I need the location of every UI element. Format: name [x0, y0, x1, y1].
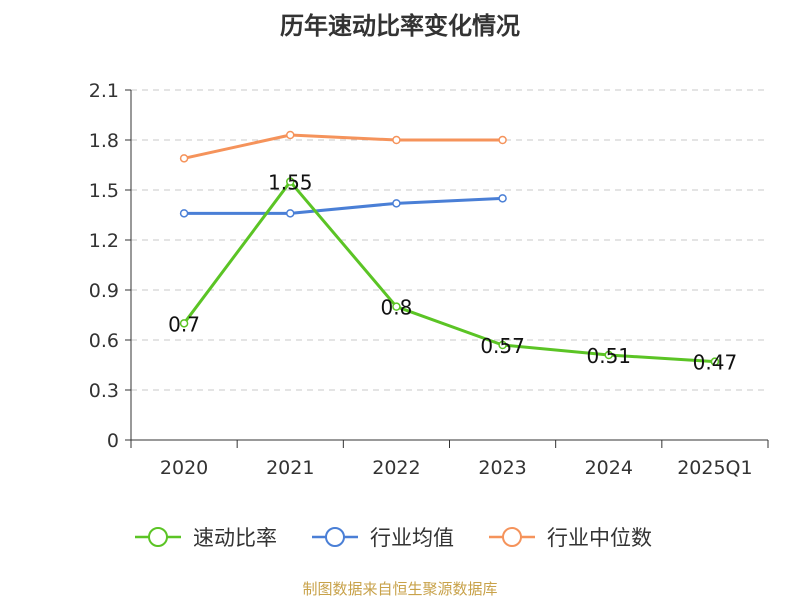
x-tick-label: 2024 [585, 457, 633, 479]
y-tick-label: 0.3 [89, 380, 119, 402]
data-label: 0.47 [693, 351, 738, 375]
legend: 速动比率 行业均值 行业中位数 [135, 526, 652, 550]
grid-lines [131, 89, 768, 391]
data-label: 0.8 [381, 296, 413, 320]
source-note: 制图数据来自恒生聚源数据库 [302, 580, 498, 598]
series-lines [179, 130, 720, 366]
legend-marker [325, 527, 345, 547]
y-tick-label: 2.1 [89, 80, 119, 102]
data-point [710, 357, 720, 366]
data-label: 1.55 [268, 171, 313, 195]
data-point [392, 135, 401, 145]
data-point [498, 340, 507, 350]
data-point [179, 154, 189, 163]
series-line-2 [183, 133, 503, 160]
chart-title: 历年速动比率变化情况 [280, 12, 520, 40]
y-tick-label: 1.5 [89, 180, 119, 202]
data-point [498, 194, 507, 203]
data-point [179, 319, 189, 328]
x-tick-label: 2020 [160, 457, 208, 479]
axes: 0 0.3 0.6 0.9 1.2 1.5 1.8 2.1 2020 2021 2022 2023 20… [89, 80, 769, 479]
y-tick-label: 0 [107, 430, 119, 452]
legend-label: 速动比率 [193, 526, 277, 550]
series-line-0 [182, 180, 716, 364]
x-tick-label: 2022 [372, 457, 420, 479]
data-point [392, 199, 401, 208]
data-label: 0.51 [586, 344, 631, 368]
legend-label: 行业均值 [370, 526, 454, 550]
legend-marker [148, 527, 168, 547]
data-point [498, 135, 507, 145]
x-tick-label: 2025Q1 [677, 457, 752, 479]
y-tick-label: 1.8 [89, 130, 119, 152]
data-point [286, 177, 295, 186]
data-label: 0.57 [480, 334, 525, 358]
legend-marker [502, 527, 522, 547]
y-tick-label: 0.9 [89, 280, 119, 302]
x-tick-label: 2023 [478, 457, 526, 479]
data-labels: 0.7 1.55 0.8 0.57 0.51 0.47 [168, 171, 737, 375]
y-tick-label: 1.2 [89, 230, 119, 252]
legend-label: 行业中位数 [547, 526, 652, 550]
data-point [179, 209, 189, 218]
x-tick-label: 2021 [266, 457, 314, 479]
y-tick-label: 0.6 [89, 330, 119, 352]
data-label: 0.7 [168, 312, 200, 336]
data-point [392, 302, 401, 311]
data-point [286, 209, 295, 218]
data-point [604, 350, 613, 360]
series-line-1 [184, 196, 503, 215]
data-point [286, 130, 295, 140]
